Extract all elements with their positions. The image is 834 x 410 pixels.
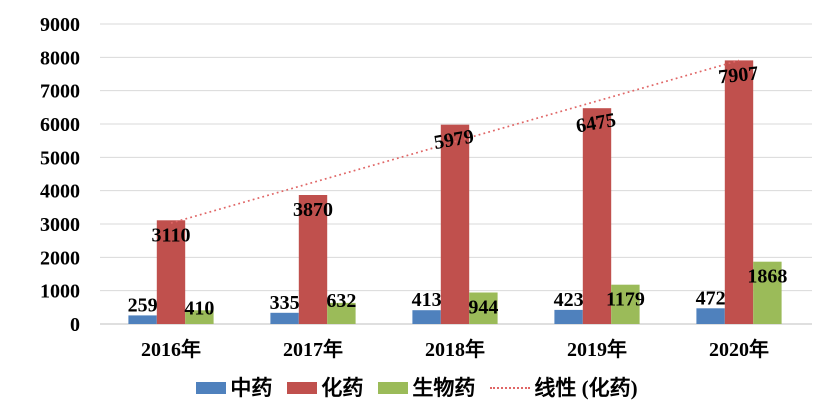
bar-series3-2018年 — [469, 292, 498, 324]
bar-series1-2020年 — [696, 308, 725, 324]
legend-label: 生物药 — [412, 376, 476, 400]
bar-series1-2017年 — [270, 312, 299, 324]
bar-series1-2018年 — [412, 310, 441, 324]
legend-item-trendline: 线性 (化药) — [490, 376, 638, 400]
y-tick-label: 3000 — [40, 214, 80, 236]
bar-series3-2019年 — [611, 284, 640, 324]
bar-series2-2019年 — [582, 108, 612, 324]
legend-item-3: 生物药 — [378, 376, 475, 400]
data-label: 3870 — [293, 199, 333, 221]
legend-item-2: 化药 — [287, 376, 363, 400]
bar-series1-2019年 — [554, 309, 583, 324]
data-label: 1179 — [606, 289, 645, 311]
y-tick-label: 1000 — [40, 281, 80, 303]
y-tick-label: 5000 — [40, 147, 80, 169]
bar-series2-2017年 — [298, 195, 328, 324]
legend-swatch-icon — [378, 382, 409, 394]
y-tick-label: 0 — [70, 314, 80, 336]
data-label: 335 — [270, 292, 300, 314]
legend-dotted-line-icon — [490, 387, 531, 389]
data-label: 259 — [128, 294, 158, 316]
legend-label: 化药 — [321, 376, 364, 400]
data-label: 472 — [696, 287, 726, 309]
data-label: 423 — [554, 289, 584, 311]
data-label: 3110 — [152, 224, 191, 246]
y-tick-label: 2000 — [40, 247, 80, 269]
chart-canvas: 0 1000 2000 3000 4000 5000 6000 7000 8000 9000 259… — [40, 14, 812, 361]
data-label: 1868 — [747, 266, 787, 288]
data-label: 632 — [326, 290, 356, 312]
legend-label: 线性 (化药) — [534, 376, 638, 400]
bar-series2-2020年 — [724, 60, 754, 325]
data-label: 944 — [468, 297, 498, 319]
bar-series3-2017年 — [327, 302, 356, 324]
bar-series3-2016年 — [185, 310, 214, 324]
y-tick-label: 9000 — [40, 14, 80, 36]
data-label: 413 — [412, 289, 442, 311]
bar-series2-2016年 — [156, 220, 186, 324]
data-label: 7907 — [717, 62, 759, 88]
legend-label: 中药 — [230, 376, 273, 400]
bar-series2-2018年 — [440, 124, 470, 324]
trendline — [170, 59, 740, 224]
x-axis-label: 2019年 — [567, 337, 627, 361]
legend-swatch-icon — [196, 382, 227, 394]
y-tick-label: 4000 — [40, 181, 80, 203]
y-tick-label: 7000 — [40, 81, 80, 103]
x-axis-label: 2020年 — [709, 337, 769, 361]
x-axis-label: 2017年 — [283, 337, 343, 361]
bar-series3-2020年 — [753, 261, 782, 324]
legend-swatch-icon — [287, 382, 318, 394]
x-axis-label: 2016年 — [141, 337, 201, 361]
legend-item-1: 中药 — [196, 376, 272, 400]
bar-series1-2016年 — [128, 315, 157, 324]
x-axis-label: 2018年 — [425, 337, 485, 361]
y-tick-label: 6000 — [40, 114, 80, 136]
y-tick-label: 8000 — [40, 47, 80, 69]
legend: 中药 化药 生物药 线性 (化药) — [0, 376, 834, 400]
data-label: 410 — [184, 297, 214, 319]
